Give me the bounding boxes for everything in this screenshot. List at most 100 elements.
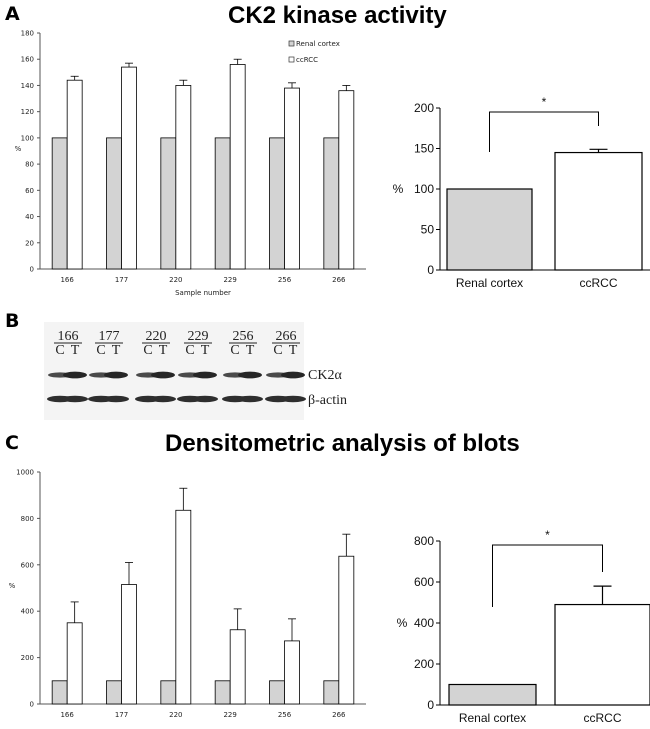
legend-label: ccRCC [296, 56, 318, 64]
x-axis-label: Sample number [175, 289, 231, 297]
x-tick-label: 266 [332, 276, 346, 284]
beta-actin-band [237, 395, 263, 403]
y-tick-label: 40 [25, 213, 34, 221]
ck2-alpha-band [151, 371, 175, 379]
lane-label-C: C [96, 343, 105, 358]
y-tick-label: 100 [414, 182, 434, 196]
lane-label-T: T [246, 343, 255, 358]
lane-label-C: C [230, 343, 239, 358]
y-tick-label: 60 [25, 187, 34, 195]
lane-label-T: T [71, 343, 80, 358]
x-tick-label: 256 [278, 276, 292, 284]
x-tick-label: 229 [223, 276, 236, 284]
panel-a-title: CK2 kinase activity [228, 2, 447, 29]
ccrcc-summary-bar [554, 603, 650, 706]
x-tick-label: 177 [115, 711, 128, 719]
y-tick-label: 600 [414, 575, 434, 589]
x-tick-label: 166 [60, 711, 74, 719]
y-tick-label: 50 [421, 223, 435, 237]
band-label-ck2-alpha: CK2α [308, 368, 342, 383]
lane-label-T: T [159, 343, 168, 358]
blot-sample-256: 256 [233, 329, 254, 344]
panel-c-title: Densitometric analysis of blots [165, 430, 520, 457]
blot-sample-220: 220 [146, 329, 167, 344]
y-tick-label: 160 [21, 56, 34, 64]
renal-cortex-summary-bar [446, 188, 533, 271]
blot-sample-166: 166 [58, 329, 79, 344]
x-tick-label: 166 [60, 276, 74, 284]
band-label-beta-actin: β-actin [308, 393, 347, 408]
significance-bracket [492, 544, 603, 607]
legend-label: Renal cortex [296, 40, 340, 48]
lane-label-T: T [112, 343, 121, 358]
y-tick-label: 180 [21, 30, 34, 38]
beta-actin-band [150, 395, 176, 403]
blot-sample-177: 177 [99, 329, 120, 344]
y-tick-label: 800 [414, 534, 434, 548]
significance-marker: * [545, 528, 550, 542]
y-tick-label: 800 [21, 515, 34, 523]
blot-sample-266: 266 [276, 329, 297, 344]
x-tick-label: Renal cortex [459, 711, 526, 725]
x-tick-label: 220 [169, 711, 182, 719]
y-axis-label: % [393, 182, 404, 196]
significance-marker: * [542, 95, 547, 109]
renal-cortex-summary-bar [448, 683, 537, 706]
y-tick-label: 0 [30, 266, 34, 274]
ck2-alpha-band [238, 371, 262, 379]
y-axis-label: % [15, 145, 22, 153]
ccrcc-summary-bar [554, 151, 643, 271]
ck2-alpha-band [104, 371, 128, 379]
y-axis-label: % [9, 582, 16, 590]
x-tick-label: 229 [223, 711, 236, 719]
lane-label-C: C [185, 343, 194, 358]
y-tick-label: 200 [414, 657, 434, 671]
ck2-alpha-band [281, 371, 305, 379]
y-tick-label: 140 [21, 82, 34, 90]
y-tick-label: 20 [25, 239, 34, 247]
y-axis-label: % [397, 616, 408, 630]
beta-actin-band [103, 395, 129, 403]
y-tick-label: 200 [414, 101, 434, 115]
beta-actin-band [62, 395, 88, 403]
y-tick-label: 0 [427, 698, 434, 712]
legend-swatch [288, 56, 295, 63]
x-tick-label: 177 [115, 276, 128, 284]
blot-background [44, 322, 304, 420]
y-tick-label: 120 [21, 108, 34, 116]
x-tick-label: Renal cortex [456, 276, 523, 290]
lane-label-C: C [143, 343, 152, 358]
y-tick-label: 600 [21, 561, 34, 569]
y-tick-label: 1000 [16, 469, 34, 477]
y-tick-label: 150 [414, 142, 434, 156]
x-tick-label: 220 [169, 276, 182, 284]
lane-label-C: C [55, 343, 64, 358]
ck2-alpha-band [63, 371, 87, 379]
y-tick-label: 80 [25, 161, 34, 169]
x-tick-label: ccRCC [580, 276, 618, 290]
lane-label-T: T [201, 343, 210, 358]
lane-label-C: C [273, 343, 282, 358]
x-tick-label: 266 [332, 711, 346, 719]
y-tick-label: 400 [21, 608, 34, 616]
panel-b-letter: B [5, 310, 20, 332]
beta-actin-band [192, 395, 218, 403]
x-tick-label: 256 [278, 711, 292, 719]
y-tick-label: 0 [427, 263, 434, 277]
beta-actin-band [280, 395, 306, 403]
y-tick-label: 200 [21, 654, 34, 662]
y-tick-label: 0 [30, 701, 34, 709]
blot-sample-229: 229 [188, 329, 209, 344]
panel-a-letter: A [5, 3, 20, 25]
legend-swatch [288, 40, 295, 47]
panel-c-letter: C [5, 432, 19, 454]
ck2-alpha-band [193, 371, 217, 379]
significance-bracket [489, 111, 599, 152]
lane-label-T: T [289, 343, 298, 358]
x-tick-label: ccRCC [584, 711, 622, 725]
